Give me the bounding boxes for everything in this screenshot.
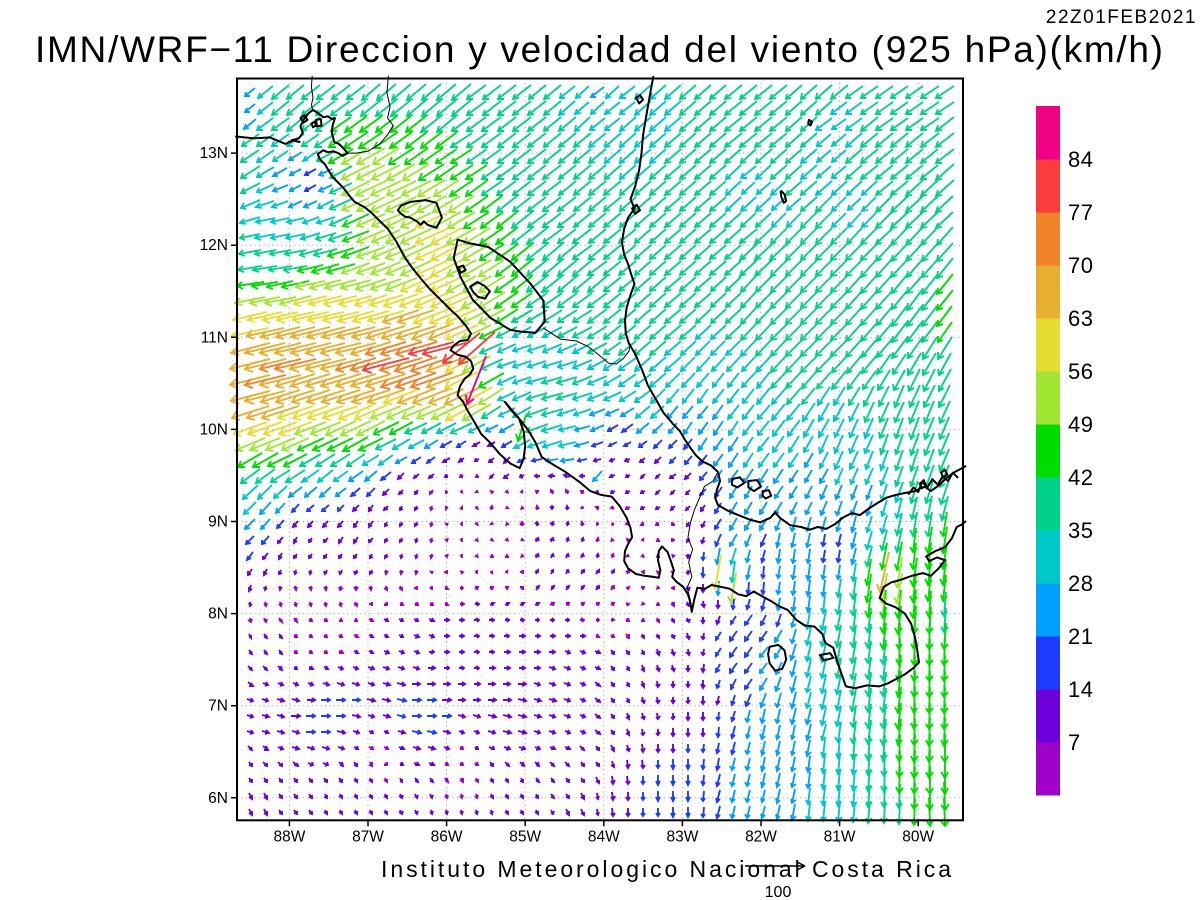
svg-text:7N: 7N xyxy=(208,698,228,715)
svg-text:85W: 85W xyxy=(509,828,541,845)
svg-text:8N: 8N xyxy=(208,606,228,623)
svg-text:7: 7 xyxy=(1068,730,1081,755)
svg-text:100: 100 xyxy=(765,884,792,900)
svg-text:21: 21 xyxy=(1068,624,1093,649)
svg-text:70: 70 xyxy=(1068,253,1093,278)
svg-text:80W: 80W xyxy=(902,828,934,845)
svg-text:42: 42 xyxy=(1068,465,1093,490)
svg-text:84W: 84W xyxy=(588,828,620,845)
svg-text:56: 56 xyxy=(1068,359,1093,384)
svg-text:10N: 10N xyxy=(200,421,228,438)
svg-text:86W: 86W xyxy=(431,828,463,845)
svg-text:28: 28 xyxy=(1068,571,1093,596)
svg-text:9N: 9N xyxy=(208,514,228,531)
svg-text:84: 84 xyxy=(1068,147,1093,172)
svg-text:22Z01FEB2021: 22Z01FEB2021 xyxy=(1046,7,1197,28)
svg-text:13N: 13N xyxy=(200,145,228,162)
svg-text:49: 49 xyxy=(1068,412,1093,437)
svg-text:87W: 87W xyxy=(352,828,384,845)
svg-text:63: 63 xyxy=(1068,306,1093,331)
svg-text:11N: 11N xyxy=(201,329,228,346)
svg-text:88W: 88W xyxy=(273,828,305,845)
svg-text:35: 35 xyxy=(1068,518,1093,543)
svg-text:6N: 6N xyxy=(208,790,228,807)
svg-text:IMN/WRF−11 Direccion y velocid: IMN/WRF−11 Direccion y velocidad del vie… xyxy=(35,29,1163,70)
svg-text:82W: 82W xyxy=(745,828,777,845)
svg-text:12N: 12N xyxy=(200,237,228,254)
svg-text:Instituto Meteorologico Nacion: Instituto Meteorologico Nacional Costa R… xyxy=(381,856,951,882)
svg-text:83W: 83W xyxy=(666,828,698,845)
svg-text:77: 77 xyxy=(1068,200,1093,225)
svg-text:14: 14 xyxy=(1068,677,1093,702)
svg-text:81W: 81W xyxy=(824,828,856,845)
